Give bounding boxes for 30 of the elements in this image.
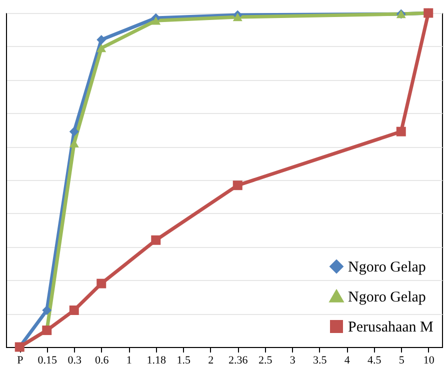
legend-label: Ngoro Gelap: [348, 290, 426, 306]
x-tick-label: 1.18: [146, 354, 166, 365]
point: [232, 12, 242, 22]
point: [151, 235, 161, 245]
point: [151, 16, 161, 25]
x-tick-label: 10: [423, 354, 435, 365]
x-tick-label: 0.6: [95, 354, 110, 365]
x-tick-label: 3.5: [313, 354, 328, 365]
legend-label: Ngoro Gelap: [348, 260, 426, 276]
point: [96, 34, 106, 44]
x-tick-label: 3: [290, 354, 296, 365]
point: [96, 278, 106, 288]
x-tick-label: 1: [126, 354, 132, 365]
x-tick-label: 4.5: [368, 354, 382, 365]
x-tick-label: 0.15: [38, 354, 58, 365]
x-tick-label: 2.5: [258, 354, 273, 365]
point: [396, 126, 406, 136]
point: [69, 126, 79, 136]
x-tick-label: 1.5: [176, 354, 191, 365]
x-tick-label: 4: [344, 354, 350, 365]
x-tick-label: P: [17, 354, 24, 365]
x-tick-label: 2: [208, 354, 214, 365]
legend-label: Perusahaan M: [348, 320, 434, 336]
x-tick-label: 2.36: [228, 354, 248, 365]
x-tick-label: 0.3: [68, 354, 82, 365]
x-tick-label: 5: [398, 354, 405, 365]
point: [69, 306, 79, 316]
point: [232, 180, 242, 190]
point: [96, 44, 106, 52]
point: [42, 306, 52, 316]
